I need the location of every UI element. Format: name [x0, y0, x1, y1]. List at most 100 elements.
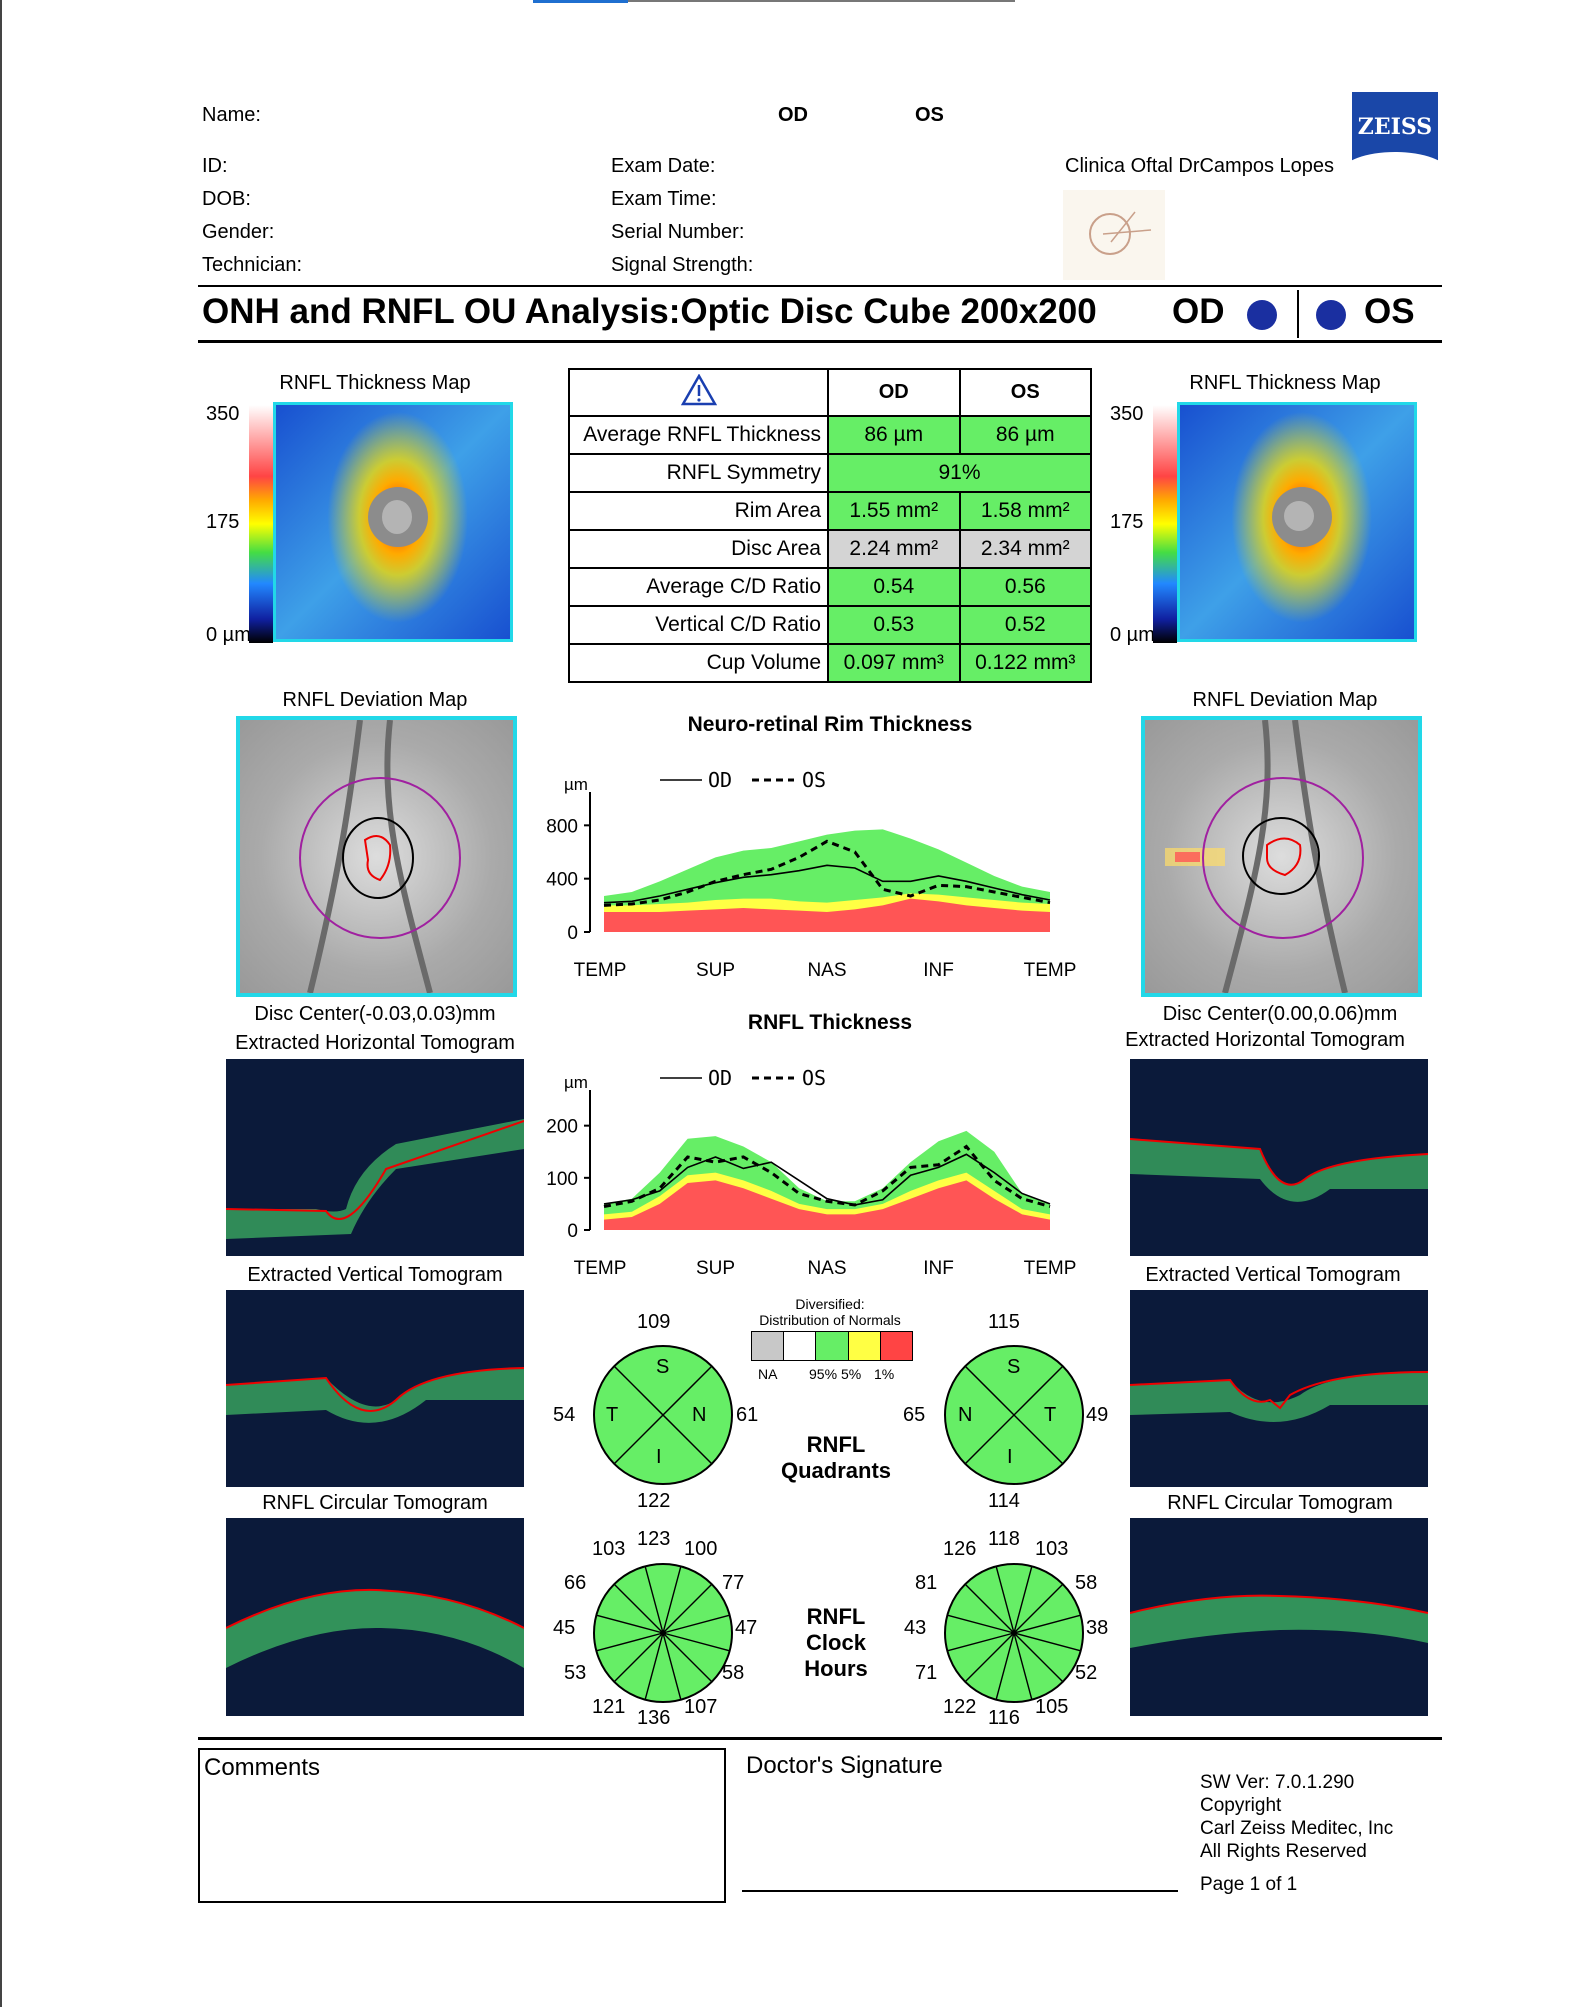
y-tick-label: 100 [546, 1169, 578, 1190]
legend-os-label: OS [802, 1066, 826, 1090]
od-clock-9: 45 [553, 1617, 576, 1639]
os-clock-10: 81 [915, 1572, 938, 1594]
table-row: Average RNFL Thickness 86 µm 86 µm [568, 415, 1092, 455]
os-scale-max: 350 [1110, 403, 1144, 425]
rights: All Rights Reserved [1200, 1841, 1367, 1862]
clock-sector-line [1013, 1614, 1081, 1634]
y-tick-label: 0 [567, 1221, 578, 1242]
od-quad-letter-i: I [656, 1446, 662, 1468]
rim-thickness-chart: 0 400 800 µm TEMP SUP NAS INF TEMP OD OS [546, 768, 1076, 981]
od-clock-4: 58 [722, 1662, 745, 1684]
od-circular-tomogram [226, 1518, 524, 1716]
clock-sector-line [596, 1614, 664, 1634]
os-series-line [603, 839, 1051, 907]
row-label: RNFL Symmetry [568, 453, 829, 493]
od-fundus-overlay [299, 720, 461, 993]
abnormal-band-red [604, 898, 1050, 932]
exam-time-label: Exam Time: [611, 188, 717, 210]
os-clock-12: 118 [988, 1528, 1020, 1550]
name-label: Name: [202, 104, 261, 126]
clock-sector-line [995, 1566, 1015, 1634]
legend-5: 5% [841, 1366, 862, 1382]
clock-sector-line [1013, 1632, 1064, 1683]
os-quad-letter-s: S [1007, 1356, 1021, 1378]
od-quad-s: 109 [637, 1311, 671, 1333]
od-vertical-tomogram [226, 1290, 524, 1487]
clock-sector-line [947, 1614, 1015, 1634]
top-tab-line [628, 0, 1015, 2]
os-value: 0.56 [958, 567, 1092, 607]
os-clock-7: 122 [943, 1696, 977, 1718]
table-row: Rim Area 1.55 mm² 1.58 mm² [568, 491, 1092, 531]
od-clock-pie [593, 1563, 733, 1703]
y-tick-label: 800 [546, 816, 578, 837]
od-color-scale [249, 405, 273, 643]
summary-table: OD OS Average RNFL Thickness 86 µm 86 µm R… [568, 368, 1092, 683]
od-disc-center: Disc Center(-0.03,0.03)mm [254, 1003, 496, 1025]
od-quadrant-pie [593, 1345, 733, 1485]
clock-sector-line [947, 1632, 1015, 1652]
od-series-line [603, 864, 1051, 904]
clock-label-2: Clock [806, 1630, 866, 1655]
clock-sector-line [662, 1614, 730, 1634]
od-value: 0.54 [827, 567, 961, 607]
stamp-mark-icon [1089, 211, 1152, 255]
os-vertical-tomogram-title: Extracted Vertical Tomogram [1145, 1264, 1401, 1286]
od-value: 0.53 [827, 605, 961, 645]
od-series-line [603, 1153, 1051, 1206]
od-scale-max: 350 [206, 403, 240, 425]
clock-sector-line [662, 1632, 730, 1652]
signature-line[interactable] [742, 1890, 1178, 1892]
od-clock-2: 77 [722, 1572, 745, 1594]
od-quad-letter-n: N [692, 1404, 707, 1426]
os-clock-pie [944, 1563, 1084, 1703]
1-swatch [880, 1332, 913, 1360]
y-tick-label: 0 [567, 923, 578, 944]
clock-sector-line [1013, 1566, 1033, 1634]
od-thickness-map [273, 402, 513, 642]
clock-sector-line [964, 1583, 1015, 1634]
x-tick-label: INF [923, 960, 954, 981]
clock-sector-line [1013, 1632, 1081, 1652]
x-tick-label: INF [923, 1258, 954, 1279]
gender-label: Gender: [202, 221, 275, 243]
od-deviation-map [236, 716, 517, 997]
table-row: RNFL Symmetry 91% [568, 453, 1092, 493]
os-quad-s: 115 [988, 1311, 1020, 1333]
os-quad-n: 65 [903, 1404, 926, 1426]
95-swatch [816, 1332, 849, 1360]
od-scale-min: 0 µm [206, 624, 251, 646]
od-deviation-map-title: RNFL Deviation Map [282, 689, 468, 711]
normals-swatches [751, 1331, 913, 1361]
x-tick-label: SUP [696, 960, 735, 981]
legend-od-label: OD [708, 1066, 732, 1090]
od-scale-mid: 175 [206, 511, 240, 533]
od-vertical-tomogram-title: Extracted Vertical Tomogram [247, 1264, 503, 1286]
od-clock-3: 47 [735, 1617, 758, 1639]
id-label: ID: [202, 155, 228, 177]
os-quad-letter-t: T [1044, 1404, 1057, 1426]
os-clock-4: 52 [1075, 1662, 1098, 1684]
od-value: 0.097 mm³ [827, 643, 961, 683]
clock-sector-line [613, 1583, 664, 1634]
comments-box[interactable]: Comments [198, 1748, 726, 1903]
header-rule-top [198, 285, 1442, 287]
dob-label: DOB: [202, 188, 251, 210]
os-quad-letter-i: I [1007, 1446, 1013, 1468]
footer-rule [198, 1737, 1442, 1740]
x-tick-label: TEMP [1024, 1258, 1077, 1279]
rnfl-chart-title: RNFL Thickness [747, 1011, 913, 1034]
od-quad-letter-t: T [606, 1404, 619, 1426]
header-rule-bottom [198, 340, 1442, 343]
od-clock-6: 136 [637, 1707, 671, 1729]
na-swatch [752, 1332, 785, 1360]
os-eye-icon [1316, 300, 1346, 330]
legend-95: 95% [809, 1366, 838, 1382]
legend-1: 1% [874, 1366, 895, 1382]
os-disc-center: Disc Center(0.00,0.06)mm [1162, 1003, 1398, 1025]
technician-label: Technician: [202, 254, 303, 276]
clinic-stamp [1063, 190, 1165, 280]
clock-sector-line [1013, 1583, 1064, 1634]
os-column-label: OS [915, 104, 944, 126]
rnfl-thickness-chart: 0 100 200 µm TEMP SUP NAS INF TEMP OD OS [546, 1066, 1077, 1279]
